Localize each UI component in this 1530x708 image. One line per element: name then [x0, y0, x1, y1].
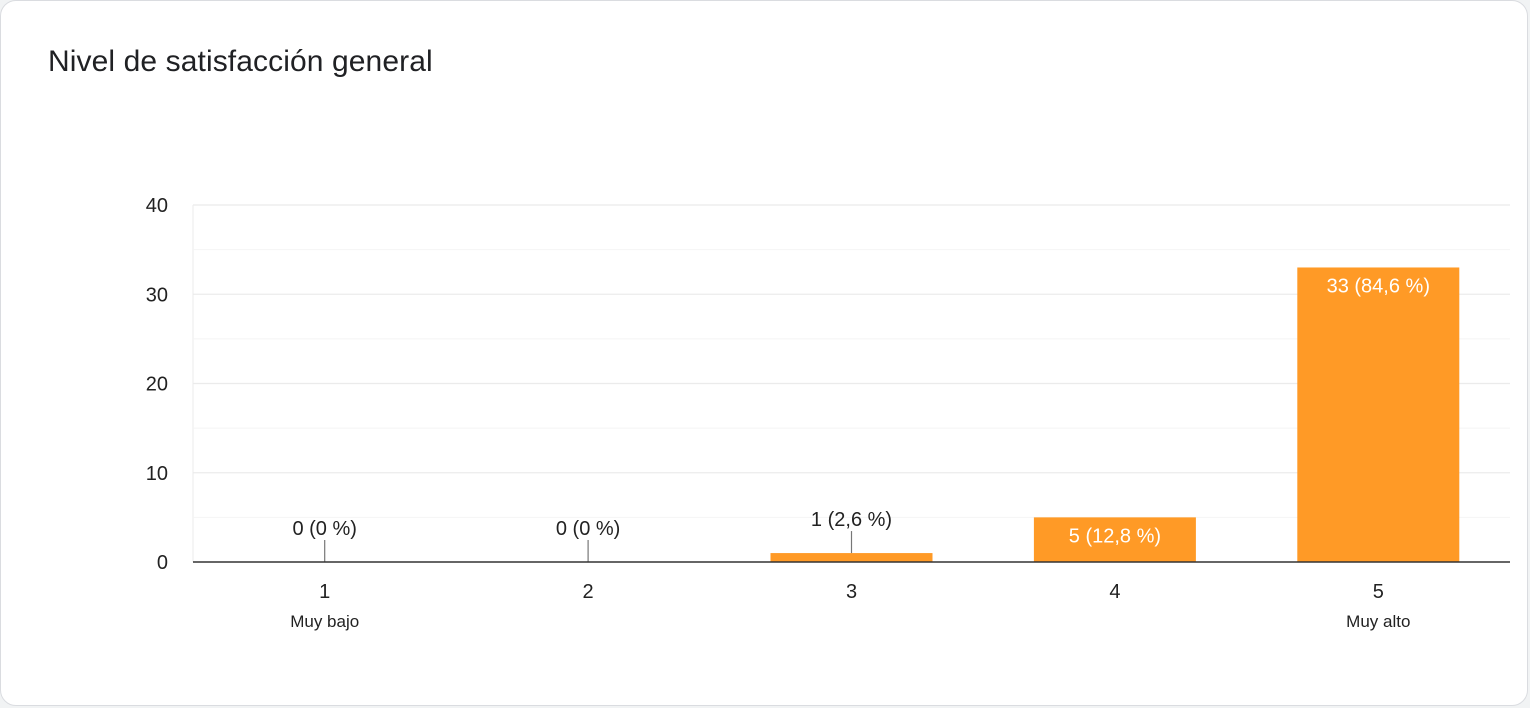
- y-tick-label: 30: [146, 284, 168, 306]
- data-labels: 0 (0 %) 0 (0 %) 1 (2,6 %) 5 (12,8 %) 33 (84,…: [292, 275, 1430, 562]
- x-tick-sublabel: Muy bajo: [290, 612, 359, 631]
- bar-data-label: 5 (12,8 %): [1069, 525, 1161, 547]
- y-tick-label: 40: [146, 195, 168, 217]
- x-axis-ticks: 1 Muy bajo 2 3 4 5 Muy alto: [290, 581, 1410, 631]
- x-tick-label: 1: [319, 581, 330, 603]
- x-tick-sublabel: Muy alto: [1346, 612, 1410, 631]
- y-tick-label: 0: [157, 552, 168, 574]
- bar-data-label: 0 (0 %): [292, 518, 356, 540]
- bar: [1033, 517, 1196, 562]
- bar-data-label: 33 (84,6 %): [1327, 275, 1430, 297]
- bar-data-label: 0 (0 %): [556, 518, 620, 540]
- bars: [770, 267, 1460, 562]
- chart-title: Nivel de satisfacción general: [48, 45, 433, 78]
- y-tick-label: 10: [146, 463, 168, 485]
- y-axis-ticks: 0 10 20 30 40: [146, 195, 168, 574]
- y-tick-label: 20: [146, 374, 168, 396]
- bar: [1297, 267, 1460, 562]
- grid-lines: [192, 204, 1510, 562]
- x-tick-label: 2: [583, 581, 594, 603]
- bar-data-label: 1 (2,6 %): [811, 509, 892, 531]
- x-tick-label: 4: [1109, 581, 1120, 603]
- bar: [770, 553, 933, 562]
- x-tick-label: 3: [846, 581, 857, 603]
- x-tick-label: 5: [1373, 581, 1384, 603]
